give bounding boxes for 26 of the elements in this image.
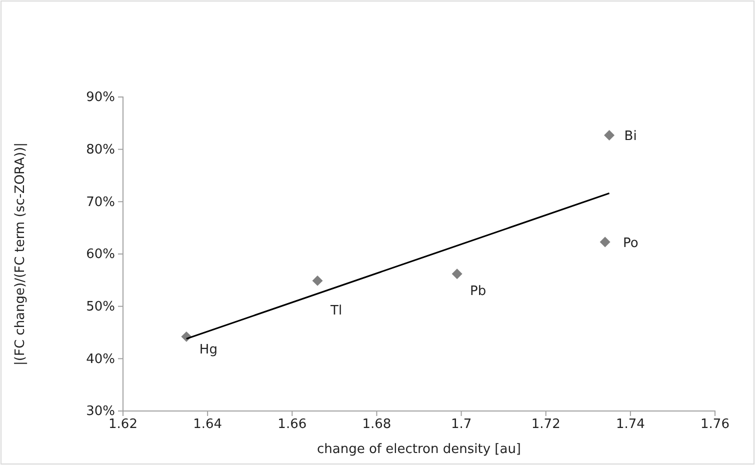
y-tick-label: 40% <box>86 352 115 367</box>
annotation: Hg <box>199 342 218 358</box>
y-axis-title: |(FC change)/(FC term (sc-ZORA))| <box>13 142 28 366</box>
annotation: Po <box>623 236 638 251</box>
x-tick-label: 1.68 <box>362 417 392 432</box>
y-tick-label: 50% <box>86 299 115 314</box>
point <box>600 236 610 248</box>
point <box>604 130 615 140</box>
x-tick-label: 1.66 <box>278 417 307 432</box>
x-tick-label: 1.7 <box>450 417 472 432</box>
annotation: Bi <box>624 129 637 144</box>
y-tick-label: 70% <box>86 194 115 210</box>
x-tick-label: 1.64 <box>193 417 222 432</box>
x-tick-label: 1.74 <box>616 417 645 432</box>
y-tick-label: 60% <box>86 247 115 262</box>
y-tick-label: 30% <box>86 404 115 420</box>
x-tick-label: 1.76 <box>700 417 730 432</box>
x-tick-label: 1.62 <box>108 417 138 432</box>
point <box>452 268 462 280</box>
point <box>312 275 323 286</box>
x-tick-label: 1.72 <box>531 417 560 432</box>
annotation: Tl <box>330 304 342 319</box>
x-axis-title: change of electron density [au] <box>316 442 522 457</box>
y-tick-label: 80% <box>86 142 115 158</box>
annotation: Pb <box>470 284 486 299</box>
y-tick-label: 90% <box>86 90 115 106</box>
